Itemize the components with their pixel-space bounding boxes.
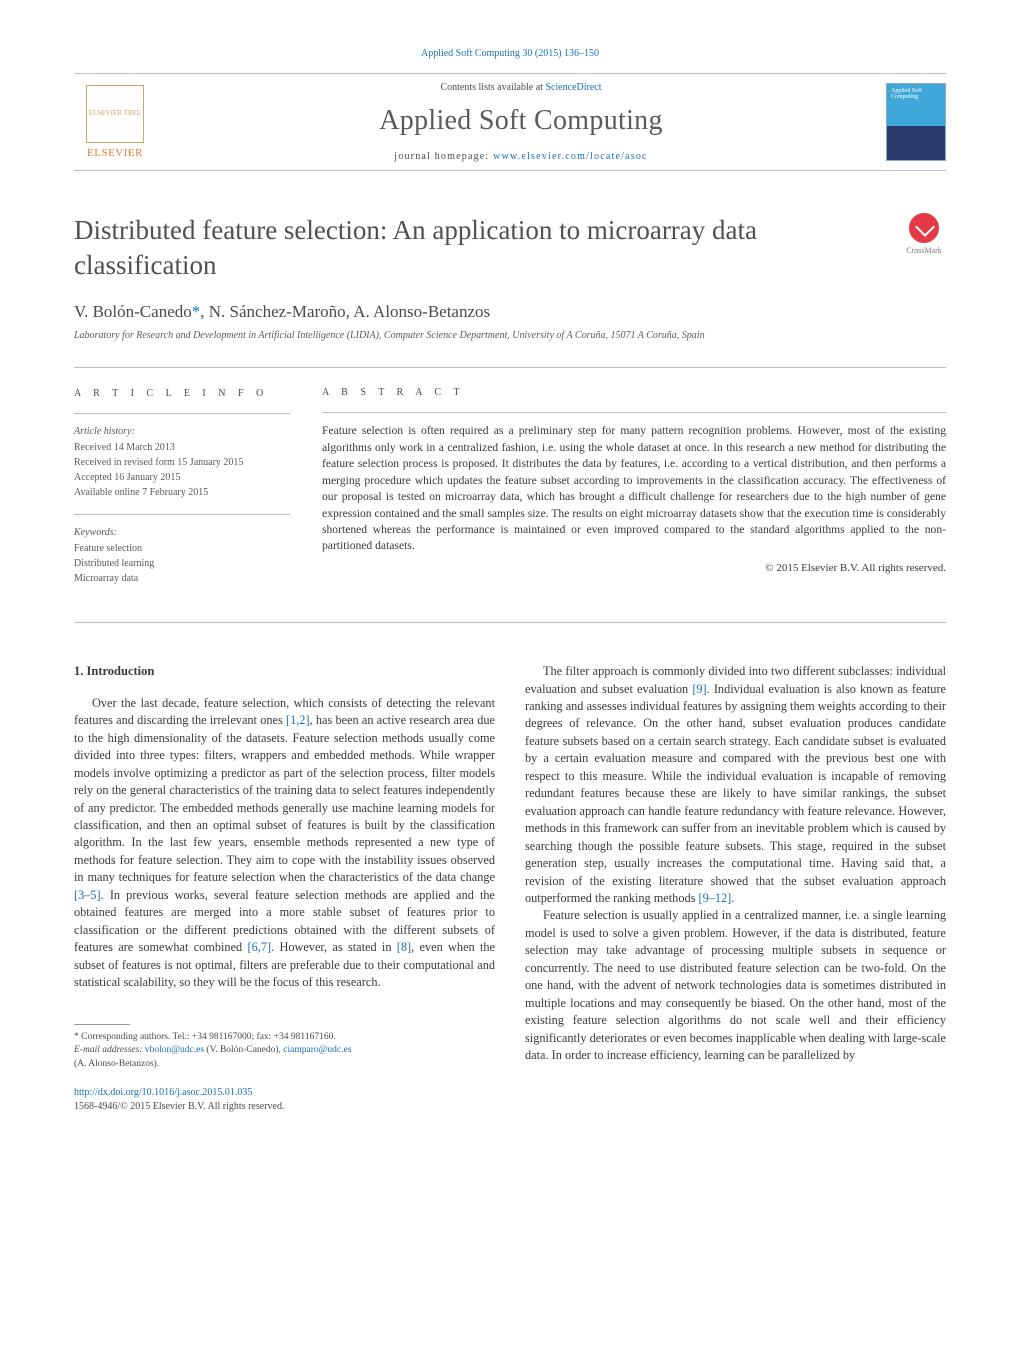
journal-name: Applied Soft Computing — [156, 105, 886, 137]
abstract-text: Feature selection is often required as a… — [322, 423, 946, 555]
title-row: Distributed feature selection: An applic… — [74, 213, 946, 282]
issn-line: 1568-4946/© 2015 Elsevier B.V. All right… — [74, 1101, 284, 1112]
footnotes: * Corresponding authors. Tel.: +34 98116… — [74, 1024, 495, 1115]
email-label: E-mail addresses: — [74, 1045, 145, 1055]
corresponding-note: * Corresponding authors. Tel.: +34 98116… — [74, 1031, 495, 1045]
citation-link[interactable]: [8] — [397, 940, 411, 954]
email-name-2: (A. Alonso-Betanzos). — [74, 1058, 495, 1072]
divider — [74, 514, 290, 515]
affiliation: Laboratory for Research and Development … — [74, 330, 946, 341]
publisher-logo[interactable]: ELSEVIER TREE ELSEVIER — [74, 85, 156, 159]
section-heading: 1. Introduction — [74, 663, 495, 681]
keywords-label: Keywords: — [74, 525, 290, 540]
paragraph: Feature selection is usually applied in … — [525, 907, 946, 1064]
contents-line: Contents lists available at ScienceDirec… — [156, 82, 886, 93]
divider — [322, 412, 946, 413]
article-info-head: a r t i c l e i n f o — [74, 386, 290, 401]
corr-author-link[interactable]: * — [192, 302, 201, 321]
cover-label: Applied Soft Computing — [891, 88, 922, 100]
online-date: Available online 7 February 2015 — [74, 485, 290, 500]
revised-date: Received in revised form 15 January 2015 — [74, 455, 290, 470]
abstract-head: a b s t r a c t — [322, 386, 946, 400]
contents-prefix: Contents lists available at — [440, 82, 545, 93]
publisher-name: ELSEVIER — [87, 147, 143, 159]
header-center: Contents lists available at ScienceDirec… — [156, 82, 886, 162]
homepage-link[interactable]: www.elsevier.com/locate/asoc — [493, 151, 648, 162]
info-abstract-row: a r t i c l e i n f o Article history: R… — [74, 368, 946, 622]
homepage-prefix: journal homepage: — [394, 151, 493, 162]
email-link[interactable]: vbolon@udc.es — [145, 1045, 204, 1055]
doi-link[interactable]: http://dx.doi.org/10.1016/j.asoc.2015.01… — [74, 1087, 252, 1098]
body-columns: 1. Introduction Over the last decade, fe… — [74, 663, 946, 1115]
article-title: Distributed feature selection: An applic… — [74, 213, 902, 282]
citation-link[interactable]: [9] — [692, 682, 706, 696]
corr-star: * — [74, 1032, 79, 1042]
keyword: Distributed learning — [74, 556, 290, 571]
article-info: a r t i c l e i n f o Article history: R… — [74, 386, 290, 600]
authors-line: V. Bolón-Canedo*, N. Sánchez-Maroño, A. … — [74, 302, 946, 322]
paragraph: The filter approach is commonly divided … — [525, 663, 946, 907]
abstract-copyright: © 2015 Elsevier B.V. All rights reserved… — [322, 561, 946, 577]
doi-block: http://dx.doi.org/10.1016/j.asoc.2015.01… — [74, 1086, 495, 1115]
email-name: (V. Bolón-Canedo), — [204, 1045, 283, 1055]
corr-text: Corresponding authors. Tel.: +34 9811670… — [81, 1032, 336, 1042]
keyword: Microarray data — [74, 571, 290, 586]
authors-text: V. Bolón-Canedo*, N. Sánchez-Maroño, A. … — [74, 302, 490, 321]
abstract: a b s t r a c t Feature selection is oft… — [322, 386, 946, 600]
crossmark-label: CrossMark — [906, 246, 942, 255]
divider — [74, 622, 946, 623]
email-link[interactable]: ciamparo@udc.es — [283, 1045, 351, 1055]
journal-cover-thumb[interactable]: Applied Soft Computing — [886, 83, 946, 161]
citation-link[interactable]: [1,2] — [286, 713, 310, 727]
footnote-rule — [74, 1024, 130, 1025]
citation-link[interactable]: [3–5] — [74, 888, 101, 902]
citation-link[interactable]: [6,7] — [248, 940, 272, 954]
journal-reference[interactable]: Applied Soft Computing 30 (2015) 136–150 — [74, 48, 946, 59]
column-right: The filter approach is commonly divided … — [525, 663, 946, 1115]
received-date: Received 14 March 2013 — [74, 440, 290, 455]
citation-link[interactable]: [9–12] — [698, 891, 731, 905]
email-line: E-mail addresses: vbolon@udc.es (V. Boló… — [74, 1044, 495, 1058]
history-label: Article history: — [74, 424, 290, 439]
sciencedirect-link[interactable]: ScienceDirect — [545, 82, 601, 93]
crossmark-icon — [909, 213, 939, 243]
paragraph: Over the last decade, feature selection,… — [74, 695, 495, 992]
homepage-line: journal homepage: www.elsevier.com/locat… — [156, 151, 886, 162]
journal-header: ELSEVIER TREE ELSEVIER Contents lists av… — [74, 73, 946, 171]
crossmark-badge[interactable]: CrossMark — [902, 213, 946, 255]
elsevier-tree-icon: ELSEVIER TREE — [86, 85, 144, 143]
accepted-date: Accepted 16 January 2015 — [74, 470, 290, 485]
keyword: Feature selection — [74, 541, 290, 556]
divider — [74, 413, 290, 414]
column-left: 1. Introduction Over the last decade, fe… — [74, 663, 495, 1115]
